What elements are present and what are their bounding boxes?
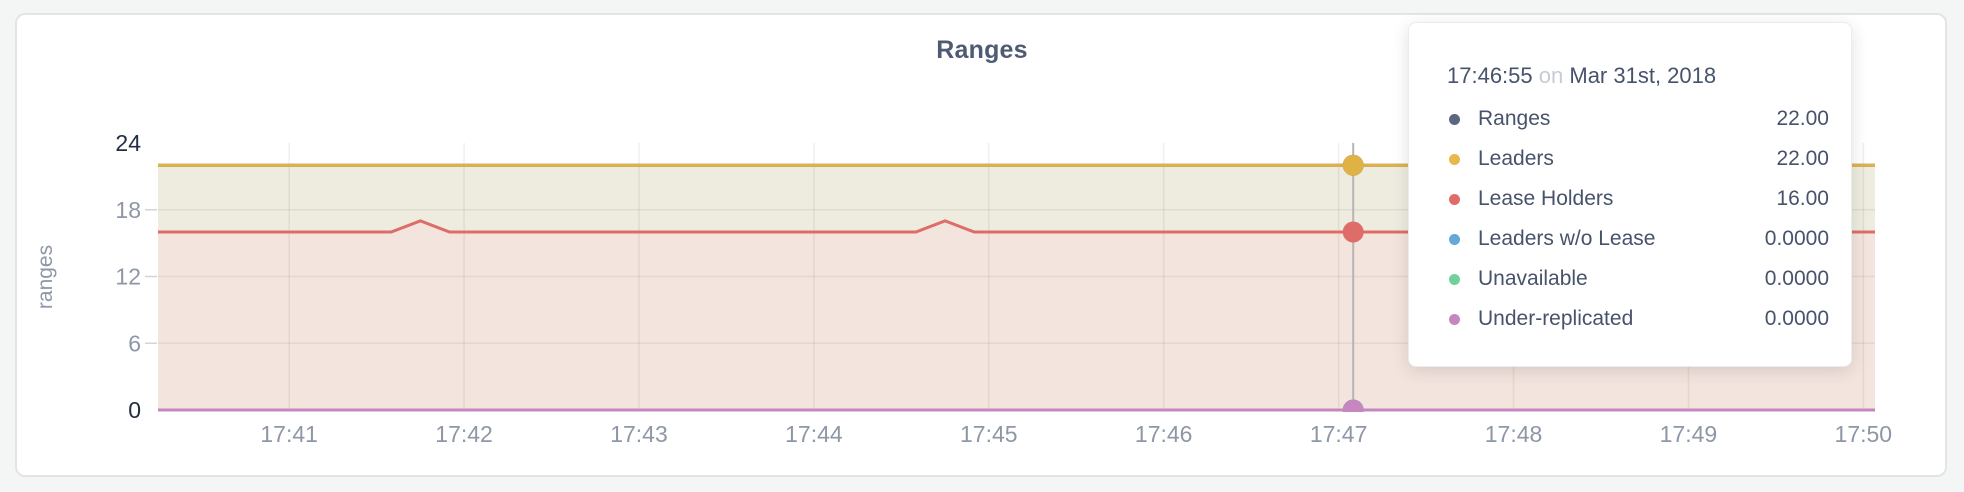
tooltip-row: Lease Holders 16.00 — [1447, 179, 1829, 219]
series-value: 0.0000 — [1764, 227, 1829, 250]
series-color-dot — [1449, 113, 1460, 125]
y-axis-tick-label: 12 — [115, 264, 141, 290]
x-axis-tick-label: 17:45 — [960, 421, 1018, 447]
x-axis-tick-label: 17:49 — [1660, 421, 1718, 447]
tooltip-header: 17:46:55 on Mar 31st, 2018 — [1447, 61, 1829, 91]
series-label: Ranges — [1478, 107, 1551, 130]
chart-title: Ranges — [936, 36, 1028, 64]
series-label: Lease Holders — [1478, 187, 1614, 210]
hover-point-under-replicated — [1342, 399, 1364, 412]
y-axis-tick-label: 24 — [115, 130, 141, 156]
series-color-dot — [1449, 193, 1460, 205]
tooltip-row: Leaders w/o Lease 0.0000 — [1447, 219, 1829, 259]
x-axis-tick-label: 17:47 — [1310, 421, 1368, 447]
series-value: 0.0000 — [1764, 267, 1829, 290]
series-value: 22.00 — [1776, 147, 1829, 170]
series-color-dot — [1449, 233, 1460, 245]
tooltip-date: Mar 31st, 2018 — [1569, 63, 1717, 88]
x-axis-tick-label: 17:42 — [435, 421, 493, 447]
y-axis-tick-label: 0 — [128, 397, 141, 423]
hover-point-lease-holders — [1342, 221, 1364, 243]
tooltip-row: Leaders 22.00 — [1447, 139, 1829, 179]
tooltip-row: Unavailable 0.0000 — [1447, 259, 1829, 299]
series-label: Unavailable — [1478, 267, 1588, 290]
tooltip-on-word: on — [1538, 63, 1564, 88]
y-axis-tick-label: 6 — [128, 330, 141, 356]
hover-tooltip: 17:46:55 on Mar 31st, 2018 Ranges 22.00 Le… — [1408, 22, 1852, 367]
y-axis-tick-label: 18 — [115, 197, 141, 223]
hover-point-leaders — [1342, 154, 1364, 176]
tooltip-legend: Ranges 22.00 Leaders 22.00 Lease Holders 16.0… — [1447, 99, 1829, 339]
x-axis-tick-label: 17:44 — [785, 421, 843, 447]
tooltip-time: 17:46:55 — [1447, 63, 1533, 88]
series-label: Leaders — [1478, 147, 1554, 170]
x-axis-tick-label: 17:48 — [1485, 421, 1543, 447]
series-color-dot — [1449, 313, 1460, 325]
x-axis-tick-label: 17:46 — [1135, 421, 1193, 447]
series-color-dot — [1449, 153, 1460, 165]
tooltip-row: Under-replicated 0.0000 — [1447, 299, 1829, 339]
x-axis-tick-label: 17:41 — [260, 421, 318, 447]
series-value: 22.00 — [1776, 107, 1829, 130]
series-label: Leaders w/o Lease — [1478, 227, 1656, 250]
y-axis-title: ranges — [34, 245, 57, 309]
x-axis-tick-label: 17:50 — [1835, 421, 1893, 447]
x-axis-tick-label: 17:43 — [610, 421, 668, 447]
series-label: Under-replicated — [1478, 307, 1634, 330]
series-color-dot — [1449, 273, 1460, 285]
tooltip-row: Ranges 22.00 — [1447, 99, 1829, 139]
series-value: 0.0000 — [1764, 307, 1829, 330]
series-value: 16.00 — [1776, 187, 1829, 210]
line-lease-holders — [158, 219, 1875, 234]
